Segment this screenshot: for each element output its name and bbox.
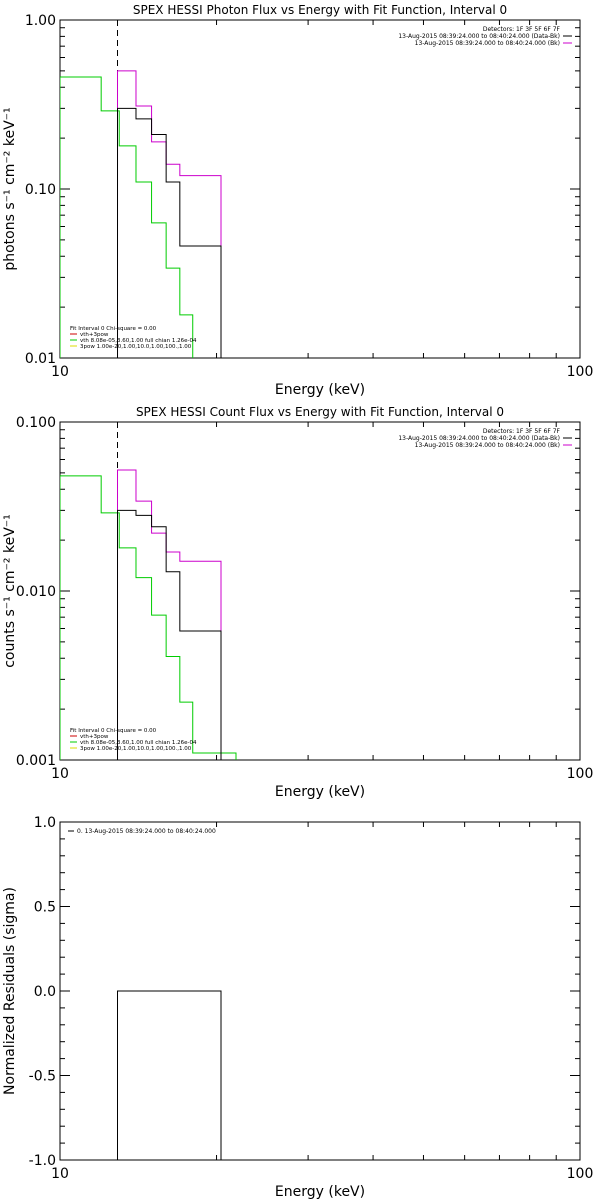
spectrum-series-2: [117, 469, 222, 760]
fit-legend-entry: vth 8.08e-05,3.60,1.00 full chian 1.26e-…: [80, 740, 197, 746]
y-axis-label: counts s⁻¹ cm⁻² keV⁻¹: [2, 514, 18, 668]
spectrum-series-1: [60, 76, 194, 358]
legend-entry: 0. 13-Aug-2015 08:39:24.000 to 08:40:24.…: [77, 828, 216, 835]
spectrum-series-2: [117, 70, 222, 358]
y-tick-label: 0.5: [34, 900, 56, 916]
plot-frame: [59, 19, 581, 359]
fit-legend-entry: vth 8.08e-05,3.60,1.00 full chian 1.26e-…: [80, 338, 197, 344]
chart-title: SPEX HESSI Count Flux vs Energy with Fit…: [136, 405, 504, 419]
legend-entry: 13-Aug-2015 08:39:24.000 to 08:40:24.000…: [415, 442, 560, 449]
x-tick-label: 10: [51, 1166, 69, 1182]
y-tick-label: -0.5: [29, 1069, 56, 1085]
x-axis-label: Energy (keV): [275, 784, 365, 800]
fit-legend-entry: 3pow 1.00e-20,1.00,10.0,1.00,100.,1.00: [80, 746, 192, 752]
y-tick-label: 1.00: [25, 13, 56, 29]
y-tick-label: 1.0: [34, 815, 56, 831]
y-tick-label: 0.10: [25, 182, 56, 198]
fit-legend-entry: Fit Interval 0 Chi-square = 0.00: [70, 728, 157, 734]
x-tick-label: 100: [567, 364, 594, 380]
data-layer: [117, 990, 222, 1160]
data-layer: [60, 20, 222, 358]
legend-entry: 13-Aug-2015 08:39:24.000 to 08:40:24.000…: [415, 40, 560, 47]
data-layer: [60, 422, 237, 760]
plot-frame: [59, 421, 581, 761]
chart-title: SPEX HESSI Photon Flux vs Energy with Fi…: [133, 3, 507, 17]
legend-entry: 13-Aug-2015 08:39:24.000 to 08:40:24.000…: [398, 435, 560, 442]
spectrum-series-3: [117, 509, 222, 760]
y-tick-label: -1.0: [29, 1153, 56, 1169]
fit-legend-entry: vth+3pow: [80, 332, 109, 338]
x-axis-label: Energy (keV): [275, 1184, 365, 1200]
y-tick-label: 0.100: [16, 415, 56, 431]
y-tick-label: 0.001: [16, 753, 56, 769]
chart-panel-3: 10 100 -1.0 -0.5 0.0 0.5 1.0 Energy (keV) Normal…: [2, 815, 593, 1200]
x-tick-label: 10: [51, 364, 69, 380]
fit-legend-entry: vth+3pow: [80, 734, 109, 740]
legend-entry: 13-Aug-2015 08:39:24.000 to 08:40:24.000…: [398, 33, 560, 40]
chart-panel-1: SPEX HESSI Photon Flux vs Energy with Fi…: [2, 3, 593, 398]
legend-entry: Detectors: 1F 3F 5F 6F 7F: [483, 26, 561, 33]
x-axis-label: Energy (keV): [275, 382, 365, 398]
y-tick-label: 0.010: [16, 584, 56, 600]
x-tick-label: 100: [567, 766, 594, 782]
x-tick-label: 10: [51, 766, 69, 782]
fit-legend-entry: Fit Interval 0 Chi-square = 0.00: [70, 326, 157, 332]
spectrum-series-3: [117, 107, 222, 358]
y-axis-label: photons s⁻¹ cm⁻² keV⁻¹: [2, 107, 18, 270]
spectrum-series-1: [60, 475, 237, 760]
y-tick-label: 0.0: [34, 984, 56, 1000]
residual-bars: [117, 990, 222, 1160]
chart-panel-2: SPEX HESSI Count Flux vs Energy with Fit…: [2, 405, 593, 800]
x-tick-label: 100: [567, 1166, 594, 1182]
fit-legend-entry: 3pow 1.00e-20,1.00,10.0,1.00,100.,1.00: [80, 344, 192, 350]
y-axis-label: Normalized Residuals (sigma): [2, 887, 18, 1095]
legend-entry: Detectors: 1F 3F 5F 6F 7F: [483, 428, 561, 435]
y-tick-label: 0.01: [25, 351, 56, 367]
